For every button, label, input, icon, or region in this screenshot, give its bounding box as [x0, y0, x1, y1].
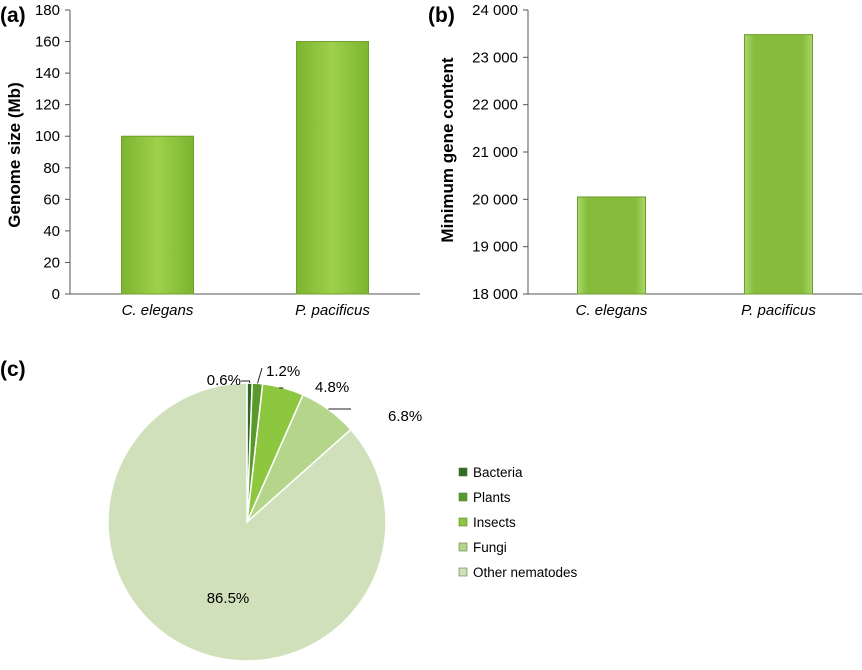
panel-label-b: (b) [428, 4, 455, 27]
y-tick-label: 120 [35, 97, 60, 114]
x-category-label: P. pacificus [741, 302, 816, 319]
y-axis-label: Minimum gene content [438, 57, 457, 242]
legend-swatch [458, 567, 468, 577]
legend-label: Fungi [473, 540, 507, 555]
pie-label: 86.5% [207, 590, 250, 607]
panel-label-c: (c) [0, 358, 26, 381]
y-tick-label: 22 000 [472, 97, 518, 114]
legend-label: Plants [473, 490, 511, 505]
y-axis-label: Genome size (Mb) [5, 82, 24, 227]
y-tick-label: 23 000 [472, 49, 518, 66]
minimum-gene-content-chart: (b) Minimum gene content 18 000 19 000 20 … [428, 2, 862, 319]
pie-leader-line [257, 367, 263, 384]
y-tick-label: 18 000 [472, 286, 518, 303]
y-tick-label: 21 000 [472, 144, 518, 161]
y-tick-label: 0 [52, 286, 60, 303]
genome-size-chart: (a) Genome size (Mb) 0 20 40 60 80 100 120 140 1… [0, 2, 420, 319]
y-tick-label: 24 000 [472, 2, 518, 19]
y-tick-label: 20 000 [472, 191, 518, 208]
y-tick-label: 180 [35, 2, 60, 19]
y-tick-label: 40 [43, 223, 60, 240]
x-category-label: P. pacificus [295, 302, 370, 319]
pie-leader-line [241, 380, 251, 384]
y-tick-label: 19 000 [472, 239, 518, 256]
bar-c-elegans [121, 135, 194, 295]
legend-swatch [458, 467, 468, 477]
y-tick-label: 80 [43, 160, 60, 177]
y-tick-label: 20 [43, 254, 60, 271]
y-tick-label: 140 [35, 65, 60, 82]
x-category-label: C. elegans [576, 302, 648, 319]
legend-label: Bacteria [473, 465, 523, 480]
bar-c-elegans [577, 196, 646, 295]
pie-leader-line [328, 408, 351, 410]
legend-swatch [458, 517, 468, 527]
legend-label: Other nematodes [473, 565, 578, 580]
x-category-label: C. elegans [122, 302, 194, 319]
bar-p-pacificus [744, 34, 813, 295]
legend-label: Insects [473, 515, 516, 530]
pie-label: 6.8% [388, 408, 422, 425]
panel-label-a: (a) [0, 4, 26, 27]
pie-label: 0.6% [207, 372, 241, 389]
pie-slice-other-nematodes [107, 382, 387, 662]
pie-chart: (c) 0.6% 1.2% 4.8% 6.8% 86.5% Bacteria Plants… [0, 358, 578, 662]
y-tick-label: 160 [35, 34, 60, 51]
pie-label: 1.2% [266, 363, 300, 380]
y-tick-label: 60 [43, 191, 60, 208]
pie-label: 4.8% [315, 379, 349, 396]
y-tick-label: 100 [35, 128, 60, 145]
legend-swatch [458, 542, 468, 552]
legend-swatch [458, 492, 468, 502]
bar-p-pacificus [296, 41, 369, 295]
